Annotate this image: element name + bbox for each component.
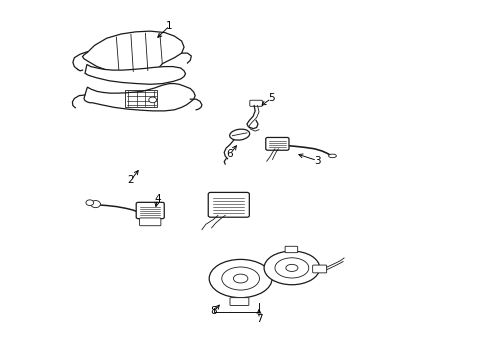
Ellipse shape [328, 154, 336, 158]
FancyBboxPatch shape [229, 298, 248, 306]
Circle shape [86, 200, 94, 206]
Text: 4: 4 [154, 194, 161, 204]
Ellipse shape [229, 129, 249, 140]
Text: 8: 8 [210, 306, 217, 316]
Circle shape [148, 97, 156, 103]
Ellipse shape [233, 274, 247, 283]
Text: 7: 7 [255, 314, 262, 324]
FancyBboxPatch shape [265, 138, 288, 150]
FancyBboxPatch shape [285, 246, 297, 253]
FancyBboxPatch shape [312, 265, 326, 273]
FancyBboxPatch shape [208, 192, 249, 217]
Ellipse shape [222, 267, 259, 290]
Text: 2: 2 [127, 175, 134, 185]
FancyBboxPatch shape [249, 100, 262, 106]
FancyBboxPatch shape [136, 202, 164, 219]
Ellipse shape [285, 264, 297, 271]
FancyBboxPatch shape [139, 218, 161, 226]
Text: 5: 5 [267, 94, 274, 103]
Circle shape [91, 201, 100, 208]
Ellipse shape [274, 258, 308, 278]
Ellipse shape [264, 251, 319, 285]
Polygon shape [84, 84, 195, 111]
Polygon shape [82, 31, 183, 75]
Text: 3: 3 [313, 156, 320, 166]
Text: 1: 1 [166, 21, 173, 31]
Polygon shape [85, 64, 185, 84]
Ellipse shape [209, 260, 271, 298]
Text: 6: 6 [226, 149, 233, 159]
